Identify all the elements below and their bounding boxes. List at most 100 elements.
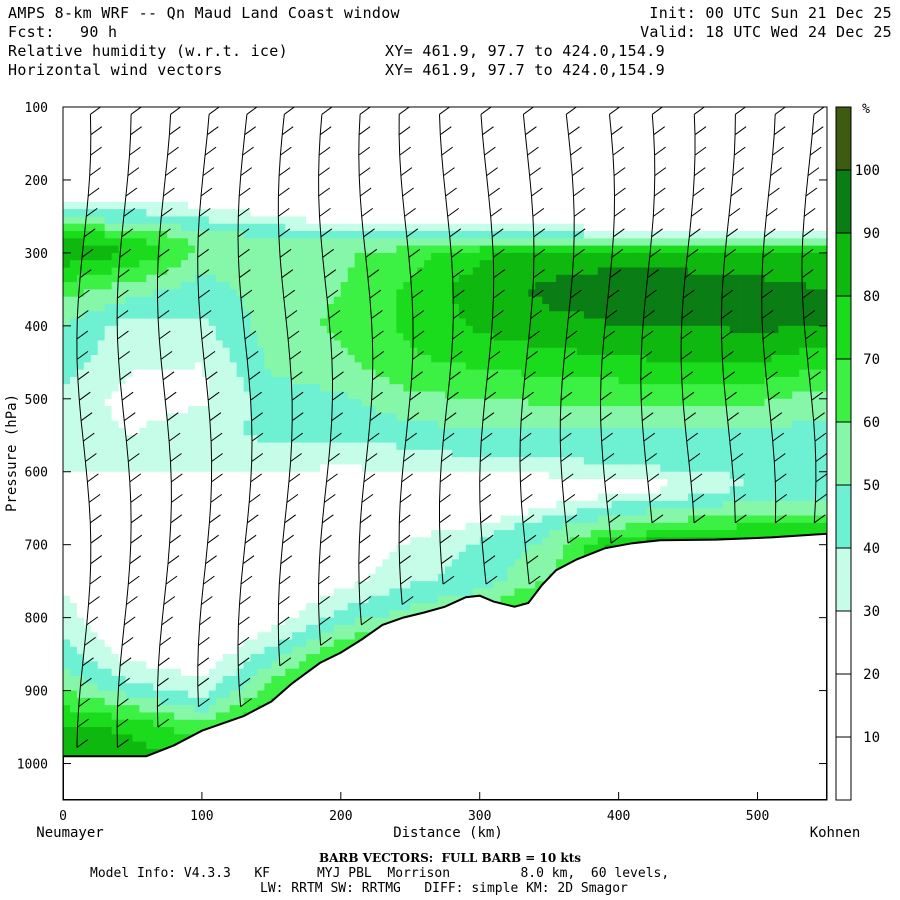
rh-cell bbox=[257, 260, 266, 269]
rh-cell bbox=[347, 114, 356, 123]
rh-cell bbox=[181, 457, 189, 466]
rh-cell bbox=[257, 661, 266, 670]
rh-cell bbox=[215, 668, 224, 677]
rh-cell bbox=[181, 639, 189, 648]
rh-cell bbox=[69, 158, 78, 166]
rh-cell bbox=[229, 551, 238, 560]
rh-cell bbox=[319, 158, 328, 166]
rh-cell bbox=[361, 551, 370, 560]
rh-cell bbox=[132, 464, 140, 473]
rh-cell bbox=[354, 391, 363, 400]
rh-cell bbox=[97, 566, 106, 575]
rh-cell bbox=[389, 500, 397, 509]
rh-cell bbox=[375, 252, 384, 261]
rh-cell bbox=[285, 143, 293, 152]
rh-cell bbox=[257, 610, 266, 619]
rh-cell bbox=[153, 296, 161, 305]
rh-cell bbox=[132, 267, 140, 276]
rh-cell bbox=[188, 311, 196, 320]
rh-cell bbox=[333, 282, 342, 290]
rh-cell bbox=[389, 427, 397, 436]
rh-cell bbox=[278, 595, 286, 604]
rh-cell bbox=[361, 603, 370, 611]
rh-cell bbox=[97, 384, 106, 393]
rh-cell bbox=[313, 274, 321, 283]
rh-cell bbox=[146, 391, 154, 400]
rh-cell bbox=[299, 406, 307, 414]
rh-cell bbox=[222, 639, 231, 648]
rh-cell bbox=[299, 165, 307, 174]
rh-cell bbox=[340, 311, 349, 320]
rh-cell bbox=[313, 406, 321, 414]
rh-cell bbox=[222, 530, 231, 538]
rh-cell bbox=[118, 347, 127, 356]
rh-cell bbox=[313, 376, 321, 385]
rh-cell bbox=[83, 172, 92, 181]
rh-cell bbox=[326, 150, 335, 159]
rh-cell bbox=[174, 413, 182, 422]
rh-cell bbox=[354, 194, 363, 203]
rh-cell bbox=[83, 267, 92, 276]
rh-cell bbox=[188, 530, 196, 538]
rh-cell bbox=[410, 303, 418, 312]
rh-cell bbox=[215, 683, 224, 692]
rh-cell bbox=[97, 479, 106, 487]
rh-cell bbox=[167, 362, 175, 371]
rh-cell bbox=[139, 639, 147, 648]
rh-cell bbox=[375, 559, 384, 568]
rh-cell bbox=[382, 442, 391, 451]
rh-cell bbox=[146, 260, 154, 269]
rh-cell bbox=[201, 712, 210, 721]
rh-cell bbox=[111, 705, 120, 714]
rh-cell bbox=[347, 610, 356, 619]
rh-cell bbox=[76, 522, 85, 531]
rh-cell bbox=[222, 566, 231, 575]
rh-cell bbox=[278, 493, 286, 502]
rh-cell bbox=[389, 544, 397, 553]
rh-cell bbox=[83, 318, 92, 327]
rh-cell bbox=[188, 712, 196, 721]
rh-cell bbox=[69, 705, 78, 714]
rh-cell bbox=[257, 690, 266, 699]
rh-cell bbox=[63, 734, 71, 743]
rh-cell bbox=[243, 573, 252, 582]
rh-cell bbox=[264, 231, 272, 239]
rh-cell bbox=[347, 581, 356, 590]
rh-cell bbox=[174, 296, 182, 305]
rh-cell bbox=[63, 603, 71, 611]
rh-cell bbox=[417, 573, 425, 582]
rh-cell bbox=[389, 515, 397, 524]
rh-cell bbox=[97, 158, 106, 166]
rh-cell bbox=[118, 493, 127, 502]
rh-cell bbox=[271, 632, 279, 641]
rh-cell bbox=[132, 340, 140, 349]
rh-cell bbox=[229, 114, 238, 123]
rh-cell bbox=[63, 442, 71, 451]
rh-cell bbox=[153, 551, 161, 560]
rh-cell bbox=[417, 245, 425, 254]
rh-cell bbox=[146, 209, 154, 218]
rh-cell bbox=[63, 340, 71, 349]
rh-cell bbox=[90, 624, 99, 633]
rh-cell bbox=[222, 128, 231, 137]
rh-cell bbox=[181, 296, 189, 305]
rh-cell bbox=[319, 107, 328, 115]
rh-cell bbox=[174, 376, 182, 385]
rh-cell bbox=[389, 376, 397, 385]
rh-cell bbox=[347, 486, 356, 495]
rh-cell bbox=[222, 427, 231, 436]
rh-cell bbox=[340, 624, 349, 633]
rh-cell bbox=[306, 413, 314, 422]
rh-cell bbox=[417, 158, 425, 166]
rh-cell bbox=[333, 194, 342, 203]
rh-cell bbox=[146, 683, 154, 692]
rh-cell bbox=[146, 303, 154, 312]
rh-cell bbox=[83, 165, 92, 174]
rh-cell bbox=[222, 486, 231, 495]
rh-cell bbox=[243, 347, 252, 356]
rh-cell bbox=[375, 391, 384, 400]
rh-cell bbox=[403, 158, 411, 166]
rh-cell bbox=[264, 486, 272, 495]
rh-cell bbox=[167, 245, 175, 254]
rh-cell bbox=[257, 581, 266, 590]
